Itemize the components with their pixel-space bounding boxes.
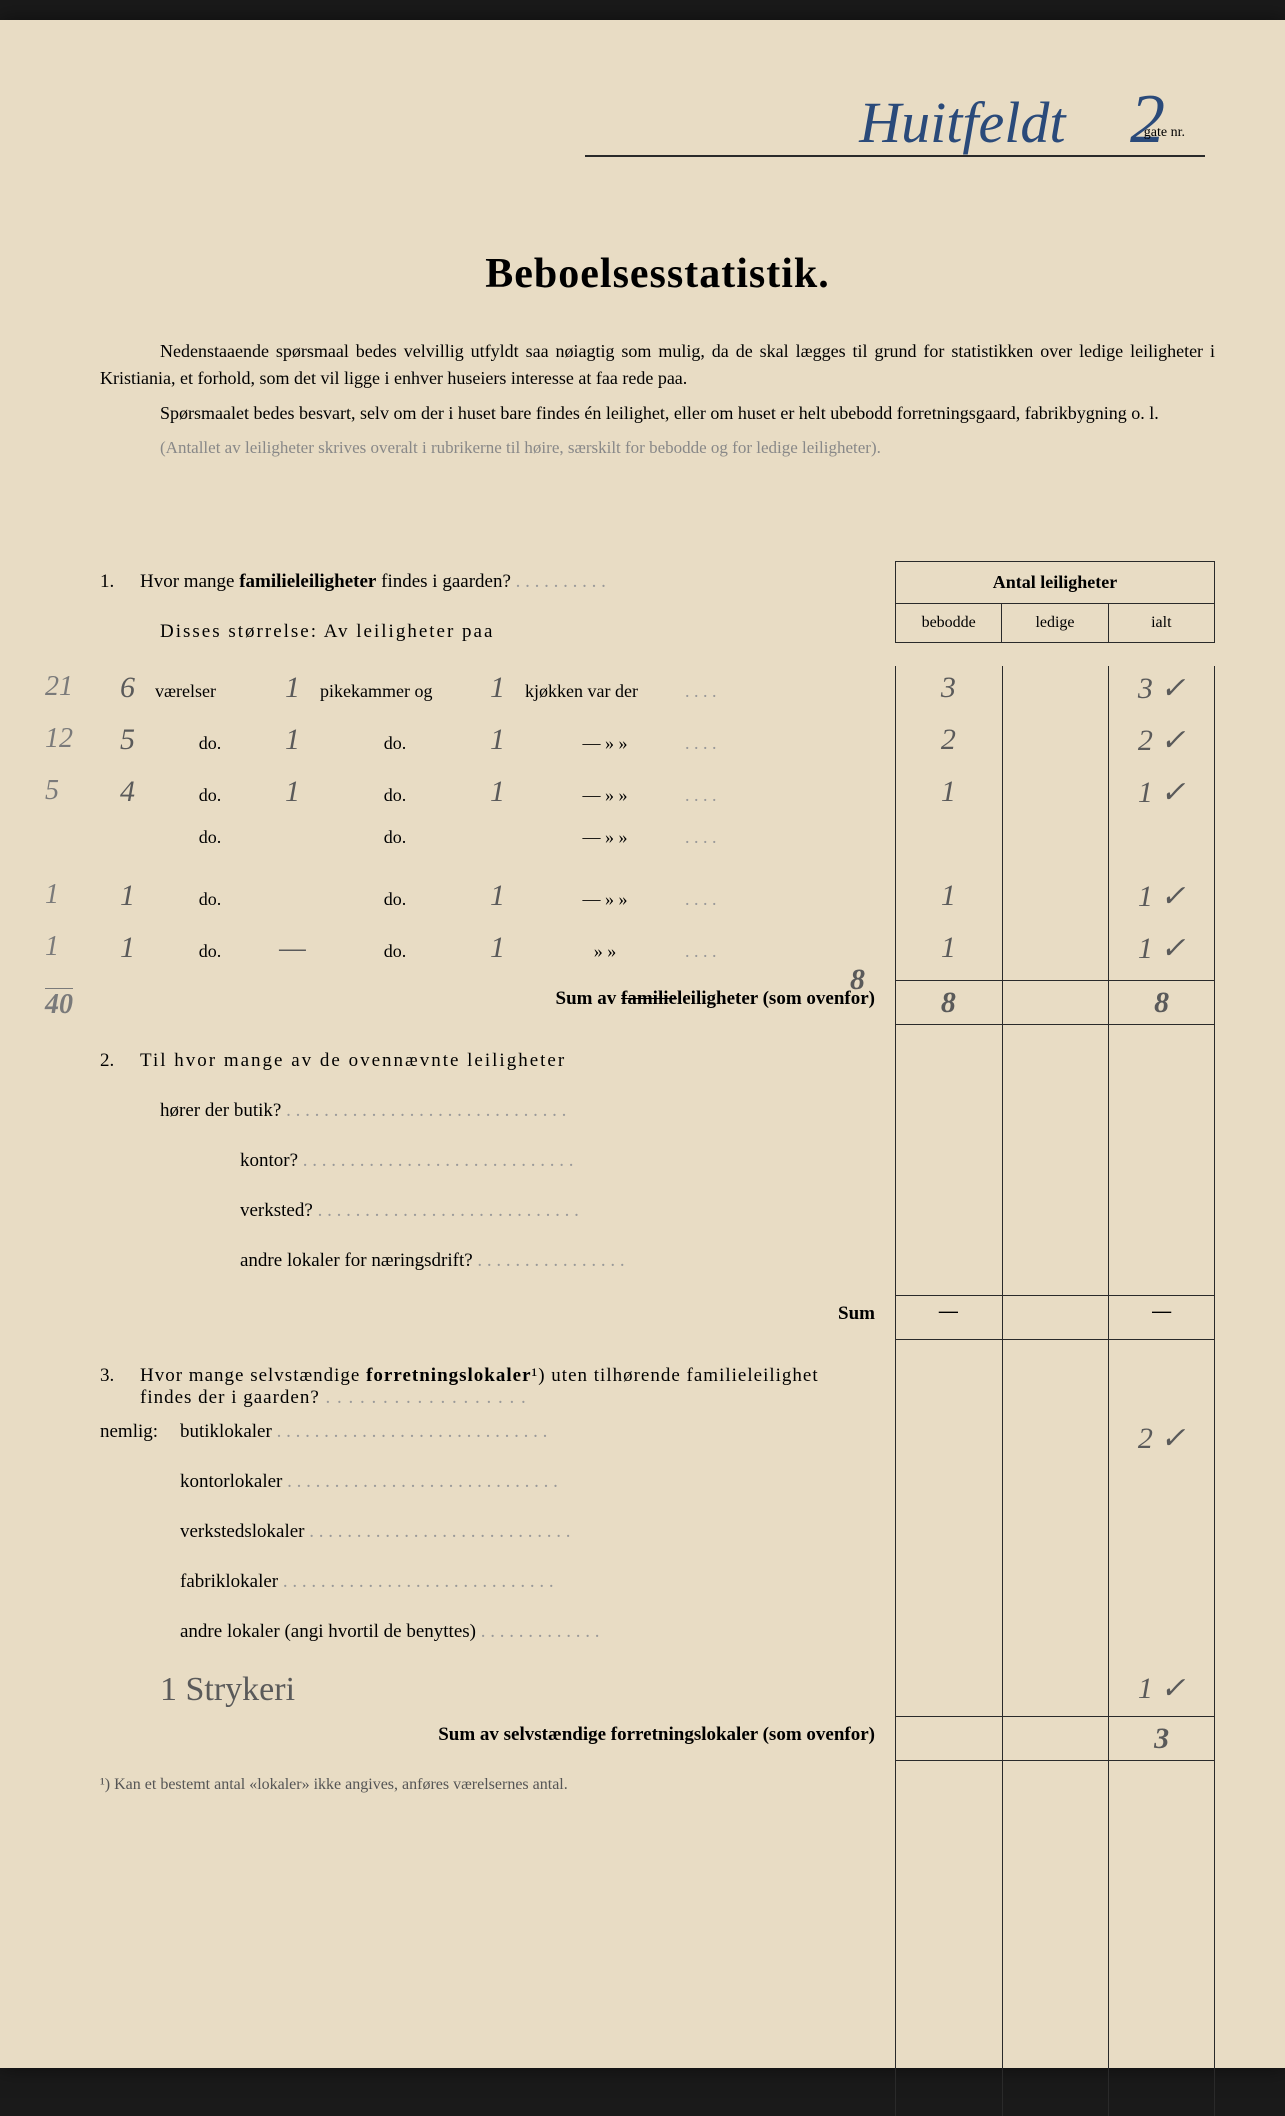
- intro-note: (Antallet av leiligheter skrives overalt…: [100, 435, 1215, 461]
- q3-item: fabriklokaler . . . . . . . . . . . . . …: [180, 1571, 1215, 1593]
- val-k: 1: [470, 671, 525, 705]
- q1-text: Hvor mange familieleiligheter findes i g…: [140, 571, 1215, 593]
- q3-num: 3.: [100, 1365, 140, 1387]
- nemlig-label: nemlig:: [100, 1421, 180, 1443]
- q3-item: kontorlokaler . . . . . . . . . . . . . …: [180, 1471, 1215, 1493]
- q1-subtext: Disses størrelse: Av leiligheter paa: [160, 621, 494, 643]
- header-underline: [585, 155, 1205, 157]
- size-row-5: 1 1 do. do. 1 — » » . . . . 1 1 ✓: [100, 879, 1215, 921]
- intro-p2: Spørsmaalet bedes besvart, selv om der i…: [100, 400, 1215, 427]
- q2-num: 2.: [100, 1050, 140, 1072]
- size-row-6: 1 1 do. — do. 1 » » . . . . 1 1 ✓: [100, 931, 1215, 973]
- question-1: 1. Hvor mange familieleiligheter findes …: [100, 571, 1215, 1010]
- q1-sum: 40 Sum av familieleiligheter (som ovenfo…: [100, 988, 1215, 1010]
- gate-label: gate nr.: [1144, 120, 1185, 141]
- val-p: 1: [265, 671, 320, 705]
- document-page: Huitfeldt 2 gate nr. Beboelsesstatistik.…: [0, 20, 1285, 2068]
- size-row-1: 21 6 værelser 1 pikekammer og 1 kjøkken …: [100, 671, 1215, 713]
- q2-text: Til hvor mange av de ovennævnte leilighe…: [140, 1050, 1215, 1072]
- page-title: Beboelsesstatistik.: [100, 250, 1215, 298]
- size-row-4: do. do. — » » . . . .: [100, 827, 1215, 869]
- q3-item: verkstedslokaler . . . . . . . . . . . .…: [180, 1521, 1215, 1543]
- q1-num: 1.: [100, 571, 140, 593]
- margin-val: 21: [45, 671, 73, 703]
- size-row-2: 12 5 do. 1 do. 1 — » » . . . . 2 2 ✓: [100, 723, 1215, 765]
- q2-item: kontor? . . . . . . . . . . . . . . . . …: [240, 1150, 1215, 1172]
- question-3: 3. Hvor mange selvstændige forretningslo…: [100, 1365, 1215, 1746]
- q2-sum: Sum — —: [100, 1303, 1215, 1325]
- q3-sum: Sum av selvstændige forretningslokaler (…: [100, 1724, 1215, 1746]
- table-area: Antal leiligheter bebodde ledige ialt 1.…: [100, 571, 1215, 1746]
- q2-item: andre lokaler for næringsdrift? . . . . …: [240, 1250, 1215, 1272]
- q2-item: hører der butik? . . . . . . . . . . . .…: [160, 1100, 1215, 1122]
- val-v: 6: [100, 671, 155, 705]
- q3-handwritten: 1 Strykeri 1 ✓: [100, 1671, 1215, 1709]
- size-row-3: 5 4 do. 1 do. 1 — » » . . . . 1 1 ✓: [100, 775, 1215, 817]
- intro-text: Nedenstaaende spørsmaal bedes velvillig …: [100, 338, 1215, 461]
- intro-p1: Nedenstaaende spørsmaal bedes velvillig …: [100, 338, 1215, 392]
- q3-text: Hvor mange selvstændige forretningslokal…: [140, 1365, 1215, 1409]
- q2-item: verksted? . . . . . . . . . . . . . . . …: [240, 1200, 1215, 1222]
- handwritten-street-name: Huitfeldt 2: [859, 80, 1165, 160]
- q3-item: andre lokaler (angi hvortil de benyttes)…: [180, 1621, 1215, 1643]
